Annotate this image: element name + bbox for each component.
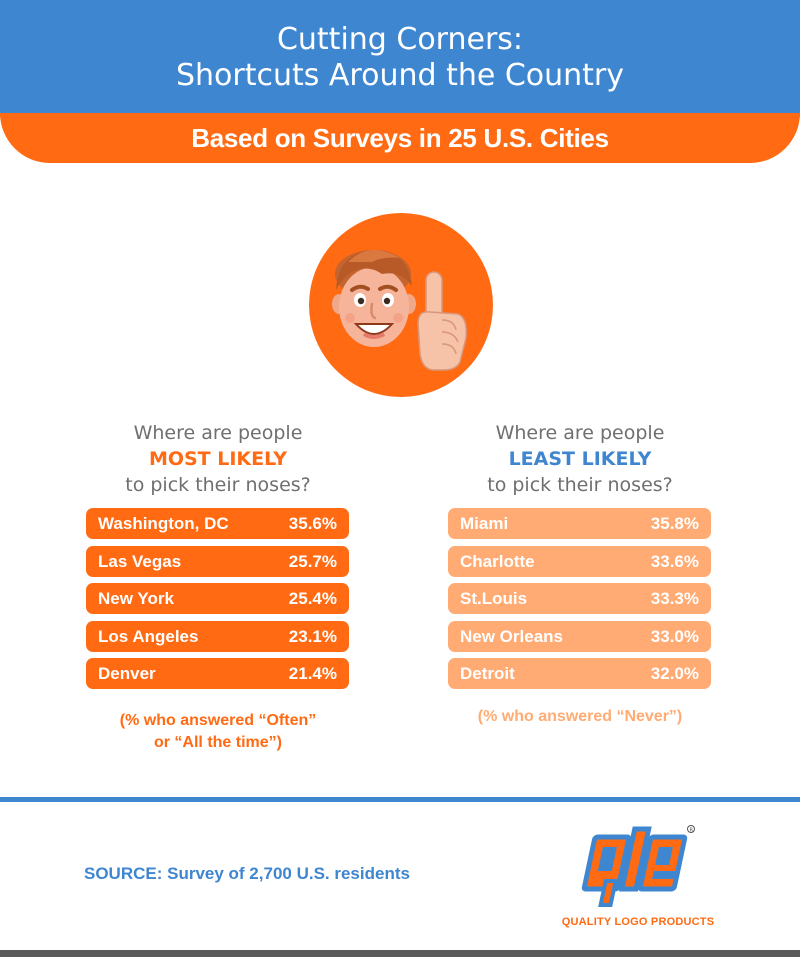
table-row: New Orleans 33.0%	[448, 620, 711, 652]
table-row: St.Louis 33.3%	[448, 583, 711, 614]
table-row: Washington, DC 35.6%	[86, 508, 349, 539]
percent-label: 35.6%	[288, 514, 337, 533]
table-row: Las Vegas 25.7%	[86, 545, 349, 577]
face-illustration-icon	[309, 213, 493, 397]
percent-label: 35.8%	[650, 514, 699, 533]
header-banner: Cutting Corners: Shortcuts Around the Co…	[0, 0, 800, 113]
most-likely-highlight: MOST LIKELY	[148, 448, 288, 470]
qlp-logo-icon: R	[581, 825, 695, 907]
source-text: SOURCE: Survey of 2,700 U.S. residents	[84, 864, 410, 883]
most-likely-note: (% who answered “Often” or “All the time…	[68, 710, 368, 754]
least-likely-q-line1: Where are people	[495, 422, 665, 444]
percent-label: 33.3%	[650, 589, 699, 608]
city-label: Las Vegas	[98, 551, 182, 571]
city-label: Denver	[98, 664, 156, 683]
least-likely-question: Where are people LEAST LIKELY to pick th…	[430, 420, 730, 498]
least-likely-highlight: LEAST LIKELY	[508, 448, 652, 470]
least-likely-table: Miami 35.8% Charlotte 33.6% St.Louis 33.…	[448, 508, 711, 696]
percent-label: 25.7%	[288, 551, 337, 571]
city-label: Detroit	[460, 664, 515, 683]
subtitle-bar: Based on Surveys in 25 U.S. Cities	[0, 113, 800, 163]
most-likely-question: Where are people MOST LIKELY to pick the…	[68, 420, 368, 498]
percent-label: 25.4%	[288, 589, 337, 608]
page-title-line2: Shortcuts Around the Country	[175, 58, 625, 93]
percent-label: 21.4%	[288, 664, 337, 683]
percent-label: 32.0%	[650, 664, 699, 683]
most-likely-table: Washington, DC 35.6% Las Vegas 25.7% New…	[86, 508, 349, 696]
footer-divider	[0, 797, 800, 802]
percent-label: 23.1%	[288, 626, 337, 646]
table-row: Charlotte 33.6%	[448, 545, 711, 577]
table-row: Detroit 32.0%	[448, 658, 711, 689]
city-label: New Orleans	[460, 626, 563, 646]
most-likely-note-line2: or “All the time”)	[153, 734, 282, 751]
pointing-finger-icon	[417, 271, 468, 371]
table-row: Los Angeles 23.1%	[86, 620, 349, 652]
most-likely-q-line3: to pick their noses?	[125, 474, 311, 496]
table-row: Miami 35.8%	[448, 508, 711, 539]
city-label: New York	[98, 589, 174, 608]
least-likely-note: (% who answered “Never”)	[430, 706, 730, 728]
bottom-bar	[0, 950, 800, 957]
city-label: St.Louis	[460, 589, 528, 608]
city-label: Miami	[460, 514, 509, 533]
svg-text:R: R	[690, 828, 694, 834]
city-label: Charlotte	[460, 551, 535, 571]
most-likely-q-line1: Where are people	[133, 422, 303, 444]
table-row: New York 25.4%	[86, 583, 349, 614]
page-title-line1: Cutting Corners:	[276, 22, 524, 57]
logo-caption: QUALITY LOGO PRODUCTS	[561, 916, 715, 928]
city-label: Washington, DC	[98, 514, 229, 533]
city-label: Los Angeles	[98, 626, 199, 646]
most-likely-note-line1: (% who answered “Often”	[119, 712, 317, 729]
least-likely-note-line1: (% who answered “Never”)	[477, 708, 683, 725]
percent-label: 33.0%	[650, 626, 699, 646]
percent-label: 33.6%	[650, 551, 699, 571]
table-row: Denver 21.4%	[86, 658, 349, 689]
least-likely-q-line3: to pick their noses?	[487, 474, 673, 496]
